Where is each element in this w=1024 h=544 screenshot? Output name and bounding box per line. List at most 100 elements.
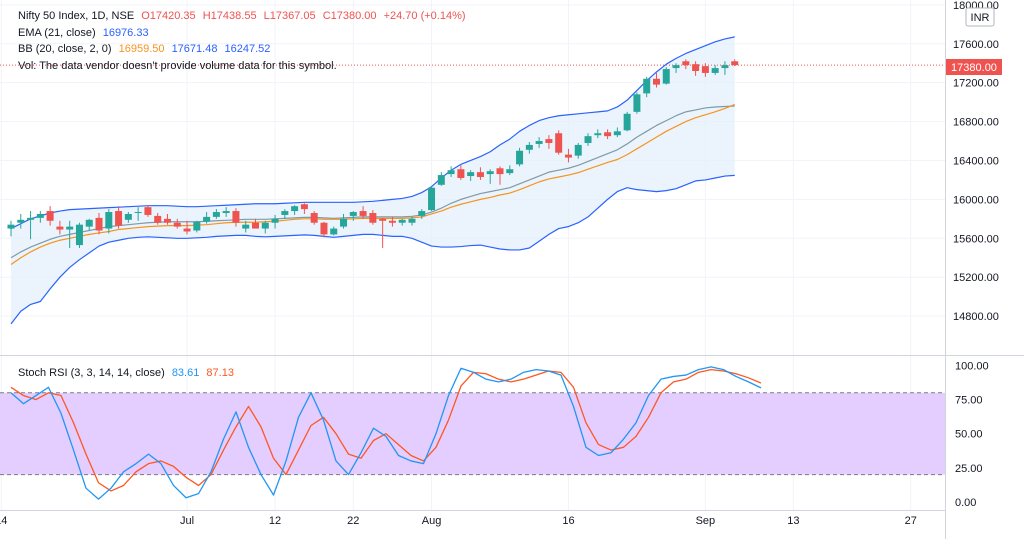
bb-upper-value: 17671.48 bbox=[171, 43, 218, 55]
candle bbox=[379, 217, 387, 249]
change-value: +24.70 (+0.14%) bbox=[383, 10, 466, 22]
candle-body bbox=[652, 78, 660, 85]
candle-body bbox=[300, 204, 308, 210]
candle bbox=[516, 147, 524, 167]
candle-body bbox=[418, 211, 426, 216]
candle bbox=[242, 220, 250, 233]
price-tick-label: 17600.00 bbox=[953, 39, 999, 51]
candle bbox=[682, 59, 690, 70]
candle bbox=[105, 209, 113, 234]
price-tick-label: 17200.00 bbox=[953, 78, 999, 90]
candle-body bbox=[457, 169, 465, 178]
candle-body bbox=[105, 212, 113, 229]
candle-body bbox=[183, 228, 191, 232]
stoch-tick-label: 50.00 bbox=[955, 429, 983, 441]
symbol-title[interactable]: Nifty 50 Index, 1D, NSE bbox=[18, 10, 135, 22]
candle bbox=[564, 148, 572, 163]
candle-body bbox=[662, 69, 670, 84]
candle-body bbox=[46, 211, 54, 221]
candle bbox=[369, 210, 377, 225]
candle-body bbox=[115, 211, 123, 226]
price-tick-label: 16400.00 bbox=[953, 155, 999, 167]
candle-body bbox=[516, 150, 524, 165]
candle bbox=[555, 130, 563, 155]
candle bbox=[721, 61, 729, 75]
candle bbox=[672, 63, 680, 73]
candle bbox=[75, 222, 83, 249]
candle bbox=[496, 166, 504, 185]
candle bbox=[261, 220, 269, 234]
candle bbox=[643, 76, 651, 98]
candle bbox=[604, 129, 612, 140]
candle-body bbox=[124, 213, 132, 220]
stoch-label: Stoch RSI (3, 3, 14, 14, close) bbox=[18, 367, 165, 379]
candle bbox=[232, 208, 240, 227]
candle-body bbox=[379, 218, 387, 221]
candle-body bbox=[447, 170, 455, 175]
candle bbox=[525, 142, 533, 154]
bb-lower-line bbox=[10, 174, 735, 325]
candle bbox=[115, 206, 123, 229]
stoch-tick-label: 75.00 bbox=[955, 395, 983, 407]
candle-body bbox=[310, 213, 318, 223]
candle bbox=[300, 203, 308, 214]
candle bbox=[447, 166, 455, 178]
candle bbox=[310, 211, 318, 225]
candle bbox=[173, 218, 181, 229]
currency-box bbox=[965, 7, 995, 27]
candle-body bbox=[281, 211, 289, 215]
candle bbox=[154, 213, 162, 225]
candle-body bbox=[476, 172, 484, 178]
legend-bb[interactable]: BB (20, close, 2, 0) 16959.50 17671.48 1… bbox=[18, 41, 274, 57]
candle-body bbox=[555, 133, 563, 153]
time-label: 22 bbox=[347, 515, 359, 527]
candle bbox=[124, 212, 132, 223]
candle bbox=[506, 165, 514, 176]
candle bbox=[613, 127, 621, 138]
candle-body bbox=[261, 222, 269, 229]
candle bbox=[623, 111, 631, 132]
candle bbox=[85, 218, 93, 231]
legend-ema[interactable]: EMA (21, close) 16976.33 bbox=[18, 25, 153, 41]
candle-body bbox=[574, 144, 582, 156]
candle bbox=[408, 216, 416, 226]
candle bbox=[467, 170, 475, 181]
candle bbox=[252, 218, 259, 229]
stoch-d-line bbox=[10, 368, 762, 492]
main-price-pane bbox=[0, 36, 945, 325]
candle-body bbox=[95, 217, 103, 231]
candle-body bbox=[437, 175, 445, 185]
candle-body bbox=[731, 61, 739, 66]
candle bbox=[203, 212, 211, 224]
candle-body bbox=[232, 211, 240, 223]
candle-body bbox=[27, 217, 35, 220]
candle-body bbox=[692, 64, 700, 71]
candle bbox=[535, 137, 543, 148]
candle-body bbox=[604, 132, 612, 137]
candle bbox=[66, 220, 74, 249]
candle-body bbox=[721, 65, 729, 69]
candle bbox=[7, 220, 15, 237]
stoch-tick-label: 0.00 bbox=[955, 497, 976, 509]
low-value: L17367.05 bbox=[263, 10, 316, 22]
candle bbox=[388, 216, 396, 227]
candle bbox=[437, 172, 445, 186]
price-tick-label: 15200.00 bbox=[953, 272, 999, 284]
candle bbox=[594, 129, 602, 139]
time-label: Aug bbox=[422, 515, 442, 527]
candle-body bbox=[66, 226, 74, 230]
candle-body bbox=[359, 211, 367, 216]
candle-body bbox=[271, 218, 279, 223]
volume-note: Vol: The data vendor doesn't provide vol… bbox=[18, 60, 337, 72]
time-label: Jul bbox=[180, 515, 194, 527]
candle bbox=[584, 133, 592, 146]
candle-body bbox=[163, 218, 171, 223]
candle bbox=[291, 205, 299, 215]
candle-body bbox=[535, 141, 543, 144]
legend-stoch[interactable]: Stoch RSI (3, 3, 14, 14, close) 83.61 87… bbox=[18, 365, 238, 381]
stoch-d-value: 87.13 bbox=[206, 367, 234, 379]
price-tick-label: 16800.00 bbox=[953, 117, 999, 129]
time-label: Sep bbox=[696, 515, 716, 527]
candle-body bbox=[643, 78, 651, 94]
